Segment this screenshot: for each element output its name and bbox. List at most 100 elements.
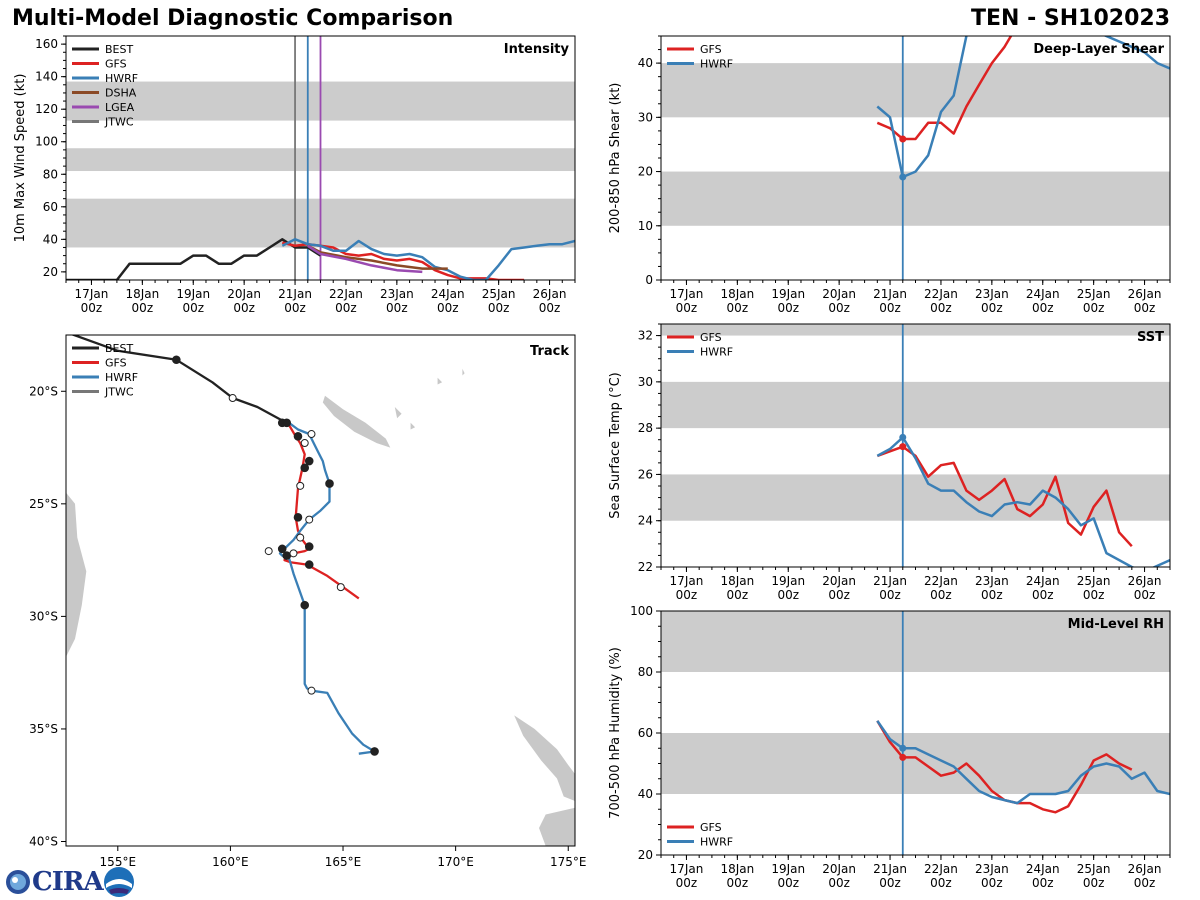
track-point-open-hwrf xyxy=(264,547,273,556)
track-point-open-gfs xyxy=(336,583,345,592)
intensity-xtick-sublabel: 00z xyxy=(182,301,204,315)
intensity-series-lgea xyxy=(307,244,423,274)
track-point-gfs xyxy=(293,513,303,522)
track-frame xyxy=(65,334,576,847)
sst-ytick-label: 30 xyxy=(638,375,653,389)
sst-ytick-label: 22 xyxy=(638,560,653,574)
intensity-series-gfs xyxy=(281,241,525,280)
rh-legend-label-gfs: GFS xyxy=(700,821,722,834)
sst-band-0 xyxy=(661,474,1170,521)
sst-ytick-label: 26 xyxy=(638,467,653,481)
shear-legend-label-gfs: GFS xyxy=(700,43,722,56)
intensity-ytick-label: 60 xyxy=(43,200,58,214)
track-line-gfs xyxy=(283,424,360,600)
intensity-xtick-sublabel: 00z xyxy=(488,301,510,315)
rh-ylabel: 700-500 hPa Humidity (%) xyxy=(608,647,623,819)
rh-xtick-label: 25Jan xyxy=(1077,862,1111,876)
track-point-open-gfs xyxy=(296,533,305,542)
sst-series-gfs xyxy=(876,445,1133,548)
intensity-ylabel: 10m Max Wind Speed (kt) xyxy=(13,74,28,243)
sst-band-2 xyxy=(661,324,1170,336)
intensity-xtick-label: 20Jan xyxy=(227,287,261,301)
rh-xtick-sublabel: 00z xyxy=(981,876,1003,890)
track-point-gfs xyxy=(304,542,314,551)
shear-band-1 xyxy=(661,63,1170,118)
sst-xtick-sublabel: 00z xyxy=(828,588,850,602)
track-legend-label-jtwc: JTWC xyxy=(104,386,134,399)
track-point-gfs xyxy=(282,551,292,560)
track-point-hwrf xyxy=(370,747,379,756)
intensity-xtick-sublabel: 00z xyxy=(437,301,459,315)
sst-xtick-sublabel: 00z xyxy=(1032,588,1054,602)
rh-ytick-label: 80 xyxy=(638,665,653,679)
track-point-gfs xyxy=(304,560,314,569)
track-line-hwrf xyxy=(278,421,376,755)
sst-plot-area xyxy=(661,324,1170,567)
intensity-xtick-label: 18Jan xyxy=(125,287,159,301)
intensity-xtick-label: 25Jan xyxy=(482,287,516,301)
shear-xtick-label: 22Jan xyxy=(924,287,958,301)
track-point-hwrf xyxy=(325,479,334,488)
shear-xtick-label: 17Jan xyxy=(670,287,704,301)
intensity-ytick-label: 120 xyxy=(35,102,58,116)
intensity-legend-label-jtwc: JTWC xyxy=(104,116,134,129)
sst-xtick-label: 17Jan xyxy=(670,574,704,588)
rh-panel: 2040608010017Jan00z18Jan00z19Jan00z20Jan… xyxy=(608,604,1171,890)
track-ytick-label: 40°S xyxy=(29,834,58,848)
shear-xtick-label: 24Jan xyxy=(1026,287,1060,301)
shear-xtick-sublabel: 00z xyxy=(777,301,799,315)
intensity-xtick-sublabel: 00z xyxy=(539,301,561,315)
sst-ytick-label: 28 xyxy=(638,421,653,435)
rh-xtick-sublabel: 00z xyxy=(930,876,952,890)
storm-id-title: TEN - SH102023 xyxy=(971,6,1170,31)
shear-xtick-label: 21Jan xyxy=(873,287,907,301)
shear-xtick-label: 19Jan xyxy=(771,287,805,301)
intensity-series-dsha xyxy=(307,244,448,270)
intensity-ytick-label: 140 xyxy=(35,70,58,84)
rh-xtick-sublabel: 00z xyxy=(879,876,901,890)
rh-marker-gfs xyxy=(899,753,907,761)
rh-xtick-sublabel: 00z xyxy=(676,876,698,890)
intensity-xtick-sublabel: 00z xyxy=(233,301,255,315)
rh-xtick-sublabel: 00z xyxy=(1032,876,1054,890)
shear-xtick-sublabel: 00z xyxy=(727,301,749,315)
intensity-xtick-sublabel: 00z xyxy=(132,301,154,315)
rh-xtick-sublabel: 00z xyxy=(1134,876,1156,890)
intensity-xtick-sublabel: 00z xyxy=(386,301,408,315)
rh-band-0 xyxy=(661,733,1170,794)
sst-band-1 xyxy=(661,381,1170,429)
rh-xtick-label: 21Jan xyxy=(873,862,907,876)
intensity-legend-label-dsha: DSHA xyxy=(105,87,137,100)
track-point-gfs xyxy=(293,431,303,441)
shear-xtick-sublabel: 00z xyxy=(1032,301,1054,315)
intensity-plot-area xyxy=(66,36,575,280)
track-ytick-label: 35°S xyxy=(29,722,58,736)
rh-plot-area xyxy=(661,611,1170,855)
rh-ytick-label: 20 xyxy=(638,848,653,862)
sst-xtick-label: 22Jan xyxy=(924,574,958,588)
sst-frame xyxy=(660,323,1171,568)
intensity-xtick-label: 23Jan xyxy=(380,287,414,301)
track-point-hwrf xyxy=(300,600,310,610)
cira-globe-icon xyxy=(6,870,30,894)
intensity-xtick-label: 17Jan xyxy=(75,287,109,301)
shear-ytick-label: 40 xyxy=(638,56,653,70)
track-point-jtwc xyxy=(282,418,292,428)
land-lifou xyxy=(410,422,416,430)
intensity-series-best xyxy=(66,238,322,280)
intensity-title: Intensity xyxy=(504,42,570,57)
rh-xtick-sublabel: 00z xyxy=(828,876,850,890)
track-xtick-label: 155°E xyxy=(100,855,137,869)
shear-legend-label-hwrf: HWRF xyxy=(700,58,733,71)
shear-ylabel: 200-850 hPa Shear (kt) xyxy=(608,83,623,234)
track-point-open-gfs xyxy=(289,549,298,558)
land-australia xyxy=(66,492,87,657)
cira-logo-text: CIRA xyxy=(32,867,104,897)
sst-xtick-sublabel: 00z xyxy=(1083,588,1105,602)
sst-legend-label-gfs: GFS xyxy=(700,331,722,344)
shear-title: Deep-Layer Shear xyxy=(1033,42,1164,57)
rh-marker-hwrf xyxy=(899,744,907,752)
intensity-ytick-label: 80 xyxy=(43,167,58,181)
sst-legend-label-hwrf: HWRF xyxy=(700,346,733,359)
track-point-gfs xyxy=(300,463,310,473)
